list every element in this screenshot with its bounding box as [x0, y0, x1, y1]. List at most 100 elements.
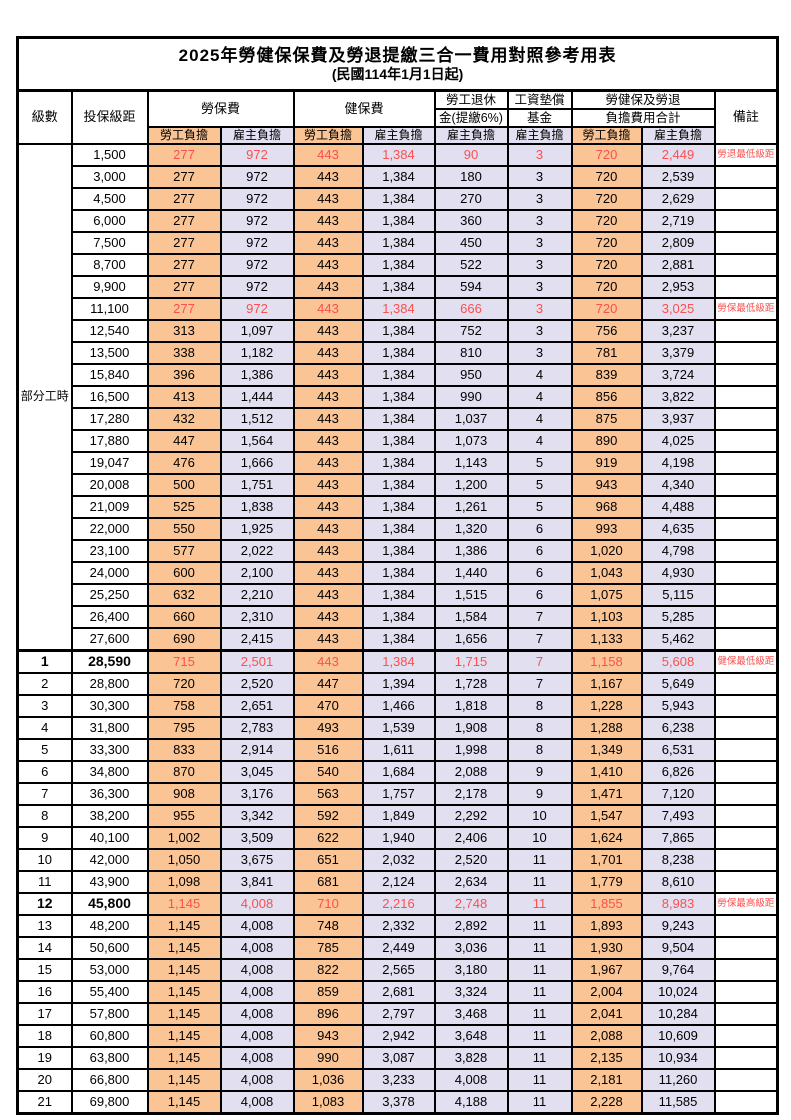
remark-cell: 勞保最高級距 — [713, 892, 779, 916]
labor-employee-cell: 277 — [146, 187, 222, 211]
remark-cell — [713, 1024, 779, 1048]
table-row: 21,009 525 1,838 443 1,384 1,261 5 968 4,488 — [18, 495, 779, 519]
bracket-cell: 17,880 — [70, 429, 149, 453]
health-employer-cell: 2,565 — [361, 958, 436, 982]
bracket-cell: 11,100 — [70, 297, 149, 321]
page-title: 2025年勞健保保費及勞退提繳三合一費用對照參考用表 — [178, 45, 617, 65]
total-employee-cell: 720 — [570, 187, 643, 211]
pension-cell: 2,292 — [433, 804, 509, 828]
total-employee-cell: 943 — [570, 473, 643, 497]
health-employer-cell: 1,384 — [361, 495, 436, 519]
fund-cell: 6 — [506, 539, 573, 563]
bracket-cell: 3,000 — [70, 165, 149, 189]
bracket-cell: 28,800 — [70, 672, 149, 696]
fund-cell: 8 — [506, 716, 573, 740]
header-row-3: 勞工負擔 雇主負擔 勞工負擔 雇主負擔 雇主負擔 雇主負擔 勞工負擔 雇主負擔 — [18, 126, 778, 145]
total-employer-cell: 7,120 — [640, 782, 716, 806]
bracket-cell: 34,800 — [70, 760, 149, 784]
total-employer-cell: 5,115 — [640, 583, 716, 607]
bracket-cell: 45,800 — [70, 892, 149, 916]
labor-employer-cell: 4,008 — [219, 936, 295, 960]
total-employer-cell: 7,493 — [640, 804, 716, 828]
table-body: 部分工時 1,500 277 972 443 1,384 90 3 720 2,449 勞退最低級距… — [16, 143, 779, 1115]
total-employee-cell: 1,167 — [570, 672, 643, 696]
remark-cell — [713, 980, 779, 1004]
labor-employee-cell: 715 — [146, 649, 222, 674]
level-cell: 17 — [16, 1002, 73, 1026]
total-employer-cell: 10,024 — [640, 980, 716, 1004]
bracket-cell: 17,280 — [70, 407, 149, 431]
labor-employee-cell: 525 — [146, 495, 222, 519]
fund-cell: 11 — [506, 958, 573, 982]
pension-cell: 2,520 — [433, 848, 509, 872]
remark-cell — [713, 738, 779, 762]
health-employer-cell: 1,849 — [361, 804, 436, 828]
labor-employer-cell: 3,342 — [219, 804, 295, 828]
table-row: 16,500 413 1,444 443 1,384 990 4 856 3,822 — [18, 385, 779, 409]
part-time-label-cell: 部分工時 — [16, 143, 73, 652]
health-employer-cell: 1,384 — [361, 429, 436, 453]
table-row: 15,840 396 1,386 443 1,384 950 4 839 3,724 — [18, 363, 779, 387]
fund-cell: 7 — [506, 672, 573, 696]
labor-employer-cell: 972 — [219, 231, 295, 255]
labor-employee-cell: 277 — [146, 231, 222, 255]
total-employer-cell: 10,934 — [640, 1046, 716, 1070]
remark-cell — [713, 694, 779, 718]
table-row: 17 57,800 1,145 4,008 896 2,797 3,468 11 2,041 10… — [16, 1002, 779, 1026]
level-cell: 14 — [16, 936, 73, 960]
remark-cell: 勞退最低級距 — [713, 143, 779, 167]
labor-employer-cell: 972 — [219, 143, 295, 167]
table-row: 22,000 550 1,925 443 1,384 1,320 6 993 4,635 — [18, 517, 779, 541]
total-employer-cell: 3,237 — [640, 319, 716, 343]
table-row: 10 42,000 1,050 3,675 651 2,032 2,520 11 1,701 8,… — [16, 848, 779, 872]
table-row: 8,700 277 972 443 1,384 522 3 720 2,881 — [18, 253, 779, 277]
total-employer-cell: 11,260 — [640, 1068, 716, 1092]
table-row: 13,500 338 1,182 443 1,384 810 3 781 3,379 — [18, 341, 779, 365]
pension-cell: 1,715 — [433, 649, 509, 674]
health-employee-cell: 443 — [292, 429, 364, 453]
table-row: 12,540 313 1,097 443 1,384 752 3 756 3,237 — [18, 319, 779, 343]
pension-cell: 1,656 — [433, 627, 509, 652]
total-employee-cell: 1,855 — [570, 892, 643, 916]
fund-cell: 5 — [506, 495, 573, 519]
table-row: 20,008 500 1,751 443 1,384 1,200 5 943 4,340 — [18, 473, 779, 497]
fund-cell: 9 — [506, 760, 573, 784]
remark-cell — [713, 870, 779, 894]
remark-cell — [713, 231, 779, 255]
pension-cell: 666 — [433, 297, 509, 321]
total-employer-cell: 4,198 — [640, 451, 716, 475]
labor-employee-cell: 413 — [146, 385, 222, 409]
total-employer-cell: 11,585 — [640, 1090, 716, 1115]
health-employee-cell: 563 — [292, 782, 364, 806]
table-row: 24,000 600 2,100 443 1,384 1,440 6 1,043 4,930 — [18, 561, 779, 585]
health-employee-cell: 447 — [292, 672, 364, 696]
labor-employee-cell: 1,145 — [146, 914, 222, 938]
fund-cell: 4 — [506, 363, 573, 387]
bracket-cell: 15,840 — [70, 363, 149, 387]
table-row: 21 69,800 1,145 4,008 1,083 3,378 4,188 11 2,228… — [16, 1090, 779, 1115]
pension-cell: 4,188 — [433, 1090, 509, 1115]
fund-cell: 3 — [506, 165, 573, 189]
remark-cell — [713, 914, 779, 938]
bracket-cell: 31,800 — [70, 716, 149, 740]
pension-cell: 1,386 — [433, 539, 509, 563]
level-cell: 20 — [16, 1068, 73, 1092]
subheader-health-employee: 勞工負擔 — [292, 126, 364, 145]
bracket-cell: 9,900 — [70, 275, 149, 299]
health-employer-cell: 1,384 — [361, 649, 436, 674]
health-employee-cell: 443 — [292, 319, 364, 343]
health-employee-cell: 592 — [292, 804, 364, 828]
health-employer-cell: 1,384 — [361, 583, 436, 607]
health-employer-cell: 1,940 — [361, 826, 436, 850]
total-employee-cell: 890 — [570, 429, 643, 453]
total-employer-cell: 2,719 — [640, 209, 716, 233]
total-employer-cell: 5,649 — [640, 672, 716, 696]
health-employer-cell: 1,394 — [361, 672, 436, 696]
labor-employer-cell: 1,097 — [219, 319, 295, 343]
pension-cell: 1,073 — [433, 429, 509, 453]
health-employee-cell: 1,083 — [292, 1090, 364, 1115]
col-header-level: 級數 — [16, 89, 73, 145]
health-employee-cell: 785 — [292, 936, 364, 960]
health-employer-cell: 1,384 — [361, 363, 436, 387]
remark-cell — [713, 1068, 779, 1092]
